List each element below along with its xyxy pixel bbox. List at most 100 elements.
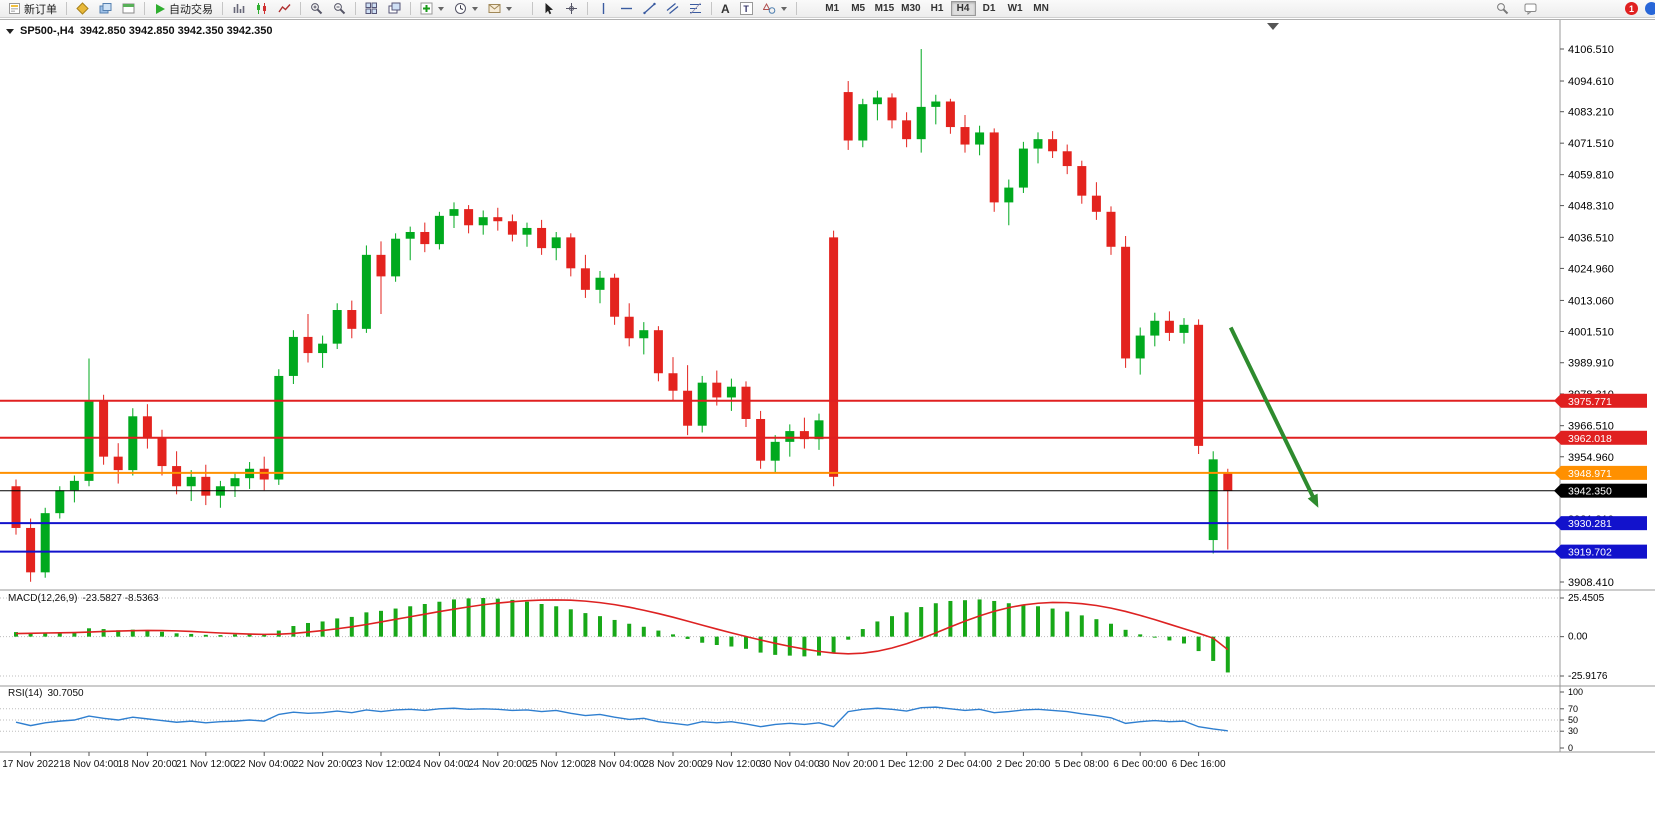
price-tick-label: 3954.960 bbox=[1568, 452, 1614, 464]
candle-body bbox=[566, 237, 576, 269]
timeframe-button-m30[interactable]: M30 bbox=[898, 1, 923, 16]
market-watch-button[interactable] bbox=[72, 1, 93, 17]
macd-histogram-bar bbox=[379, 610, 383, 637]
candle-body bbox=[1179, 324, 1189, 333]
indicators-button[interactable] bbox=[416, 1, 448, 17]
trendline-button[interactable] bbox=[639, 1, 660, 17]
candle-body bbox=[931, 101, 941, 107]
candle-body bbox=[40, 513, 50, 573]
time-tick-label: 30 Nov 04:00 bbox=[760, 759, 820, 770]
shapes-button[interactable] bbox=[759, 1, 791, 17]
zoom-in-button[interactable] bbox=[306, 1, 327, 17]
label-button[interactable]: T bbox=[736, 1, 757, 17]
macd-histogram-bar bbox=[116, 630, 121, 637]
macd-name: MACD(12,26,9) bbox=[8, 593, 78, 604]
timeframe-button-m5[interactable]: M5 bbox=[846, 1, 871, 16]
chat-button[interactable] bbox=[1520, 1, 1541, 17]
price-tick-label: 4013.060 bbox=[1568, 295, 1614, 307]
time-tick-label: 18 Nov 04:00 bbox=[59, 759, 119, 770]
status-circle-icon[interactable] bbox=[1645, 2, 1655, 15]
timeframe-button-d1[interactable]: D1 bbox=[977, 1, 1002, 16]
candle-body bbox=[1164, 320, 1174, 333]
search-button[interactable] bbox=[1492, 1, 1513, 17]
macd-histogram-bar bbox=[831, 636, 836, 654]
candle-body bbox=[697, 382, 707, 426]
price-level-label-box bbox=[1561, 393, 1647, 408]
tile-windows-button[interactable] bbox=[361, 1, 382, 17]
periods-button[interactable] bbox=[450, 1, 482, 17]
price-tick-label: 4059.810 bbox=[1568, 170, 1614, 182]
chevron-down-icon[interactable] bbox=[472, 6, 478, 11]
timeframe-button-h4[interactable]: H4 bbox=[950, 1, 976, 16]
macd-histogram-bar bbox=[963, 600, 967, 637]
timeframe-button-w1[interactable]: W1 bbox=[1003, 1, 1028, 16]
data-window-button[interactable] bbox=[118, 1, 139, 17]
candle-body bbox=[1077, 166, 1087, 196]
candle-body bbox=[274, 375, 284, 480]
time-tick-label: 30 Nov 20:00 bbox=[818, 759, 878, 770]
chart-canvas[interactable]: 4106.510 4094.610 4083.210 4071.510 4059.810… bbox=[0, 20, 1655, 820]
time-tick-label: 22 Nov 04:00 bbox=[234, 759, 294, 770]
macd-histogram-bar bbox=[510, 599, 515, 637]
cursor-button[interactable] bbox=[538, 1, 559, 17]
vertical-line-button[interactable] bbox=[593, 1, 614, 17]
chart-symbol-period: SP500-,H4 bbox=[20, 25, 74, 37]
templates-button[interactable] bbox=[484, 1, 516, 17]
zoom-out-button[interactable] bbox=[329, 1, 350, 17]
chart-menu-icon[interactable] bbox=[6, 28, 14, 34]
price-level-label-box bbox=[1561, 544, 1647, 559]
toolbar-separator bbox=[66, 2, 67, 15]
macd-histogram-bar bbox=[203, 634, 208, 637]
auto-trading-button[interactable]: 自动交易 bbox=[150, 1, 217, 17]
price-tick-label: 3966.510 bbox=[1568, 421, 1614, 433]
chevron-down-icon[interactable] bbox=[438, 6, 444, 11]
chart-shift-marker-icon[interactable] bbox=[1267, 23, 1279, 30]
macd-histogram-bar bbox=[802, 636, 807, 657]
candlestick-button[interactable] bbox=[251, 1, 272, 17]
cascade-windows-button[interactable] bbox=[384, 1, 405, 17]
macd-histogram-bar bbox=[977, 599, 982, 637]
price-tick-label: 4106.510 bbox=[1568, 44, 1614, 56]
time-tick-label: 1 Dec 12:00 bbox=[880, 759, 934, 770]
time-tick-label: 2 Dec 20:00 bbox=[996, 759, 1050, 770]
crosshair-button[interactable] bbox=[561, 1, 582, 17]
text-button[interactable]: A bbox=[717, 1, 734, 17]
timeframe-button-m15[interactable]: M15 bbox=[872, 1, 897, 16]
profiles-button[interactable] bbox=[95, 1, 116, 17]
trend-arrow-head-icon[interactable] bbox=[1307, 493, 1319, 508]
chevron-down-icon[interactable] bbox=[780, 6, 787, 11]
macd-histogram-bar bbox=[554, 606, 559, 637]
fibonacci-button[interactable] bbox=[685, 1, 706, 17]
candle-body bbox=[113, 456, 123, 471]
new-order-button[interactable]: 新订单 bbox=[4, 1, 61, 17]
timeframe-button-h1[interactable]: H1 bbox=[925, 1, 950, 16]
candle-body bbox=[1004, 187, 1014, 203]
macd-histogram-bar bbox=[525, 601, 529, 637]
line-chart-button[interactable] bbox=[274, 1, 295, 17]
horizontal-line-button[interactable] bbox=[616, 1, 637, 17]
trend-arrow-line[interactable] bbox=[1228, 326, 1317, 502]
time-tick-label: 6 Dec 00:00 bbox=[1113, 759, 1167, 770]
notification-badge[interactable]: 1 bbox=[1625, 2, 1638, 15]
candle-body bbox=[84, 401, 94, 481]
bar-chart-button[interactable] bbox=[228, 1, 249, 17]
channel-button[interactable] bbox=[662, 1, 683, 17]
time-tick-label: 2 Dec 04:00 bbox=[938, 759, 992, 770]
macd-histogram-bar bbox=[335, 618, 340, 637]
macd-histogram-bar bbox=[160, 631, 164, 637]
macd-histogram-bar bbox=[773, 636, 778, 655]
macd-histogram-bar bbox=[218, 635, 223, 637]
chevron-down-icon[interactable] bbox=[506, 6, 512, 11]
toolbar-separator bbox=[587, 2, 588, 15]
macd-histogram-bar bbox=[101, 629, 106, 637]
macd-histogram-bar bbox=[992, 600, 997, 637]
price-level-label-box bbox=[1561, 430, 1647, 445]
candle-body bbox=[259, 468, 269, 480]
macd-histogram-bar bbox=[598, 616, 602, 637]
timeframe-button-m1[interactable]: M1 bbox=[820, 1, 845, 16]
macd-histogram-bar bbox=[1094, 619, 1099, 637]
candle-body bbox=[507, 221, 517, 235]
candle-body bbox=[449, 209, 459, 216]
macd-histogram-bar bbox=[1152, 636, 1157, 638]
timeframe-button-mn[interactable]: MN bbox=[1029, 1, 1054, 16]
